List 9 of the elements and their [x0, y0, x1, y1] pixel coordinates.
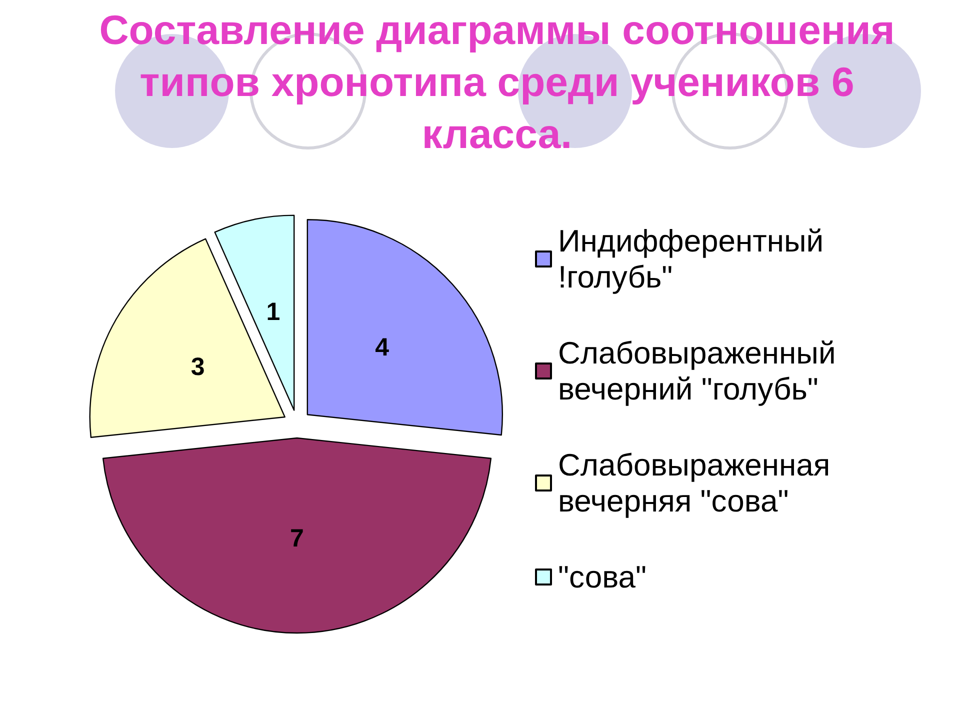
- legend-label: "сова": [558, 560, 646, 594]
- data-label: 4: [375, 333, 390, 362]
- legend-label: Индифферентный !голубь": [558, 224, 824, 294]
- data-label: 1: [266, 298, 280, 326]
- data-label: 7: [290, 524, 304, 552]
- legend-label: Слабовыраженная вечерняя "сова": [558, 448, 830, 518]
- data-label: 3: [190, 352, 205, 381]
- chart-title: Составление диаграммы соотношения типов хронотипа среди учеников 6 класса.: [98, 6, 896, 159]
- legend-label: Слабовыраженный вечерний "голубь": [558, 336, 836, 406]
